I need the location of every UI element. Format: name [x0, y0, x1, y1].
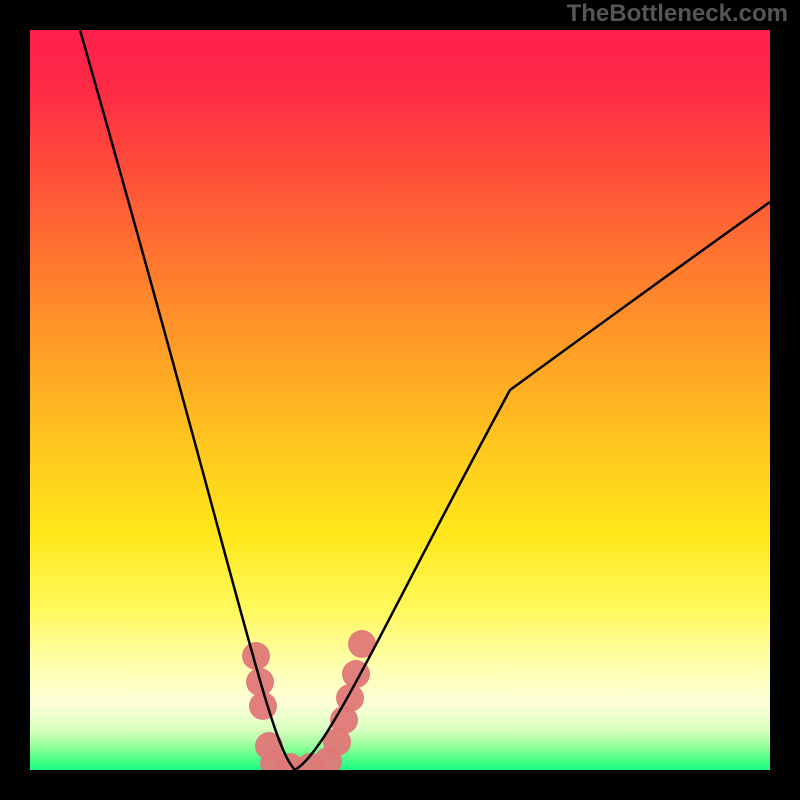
- watermark-text: TheBottleneck.com: [567, 0, 788, 28]
- chart-svg: [0, 0, 800, 800]
- chart-container: TheBottleneck.com: [0, 0, 800, 800]
- plot-background: [30, 30, 770, 770]
- data-marker: [249, 692, 277, 720]
